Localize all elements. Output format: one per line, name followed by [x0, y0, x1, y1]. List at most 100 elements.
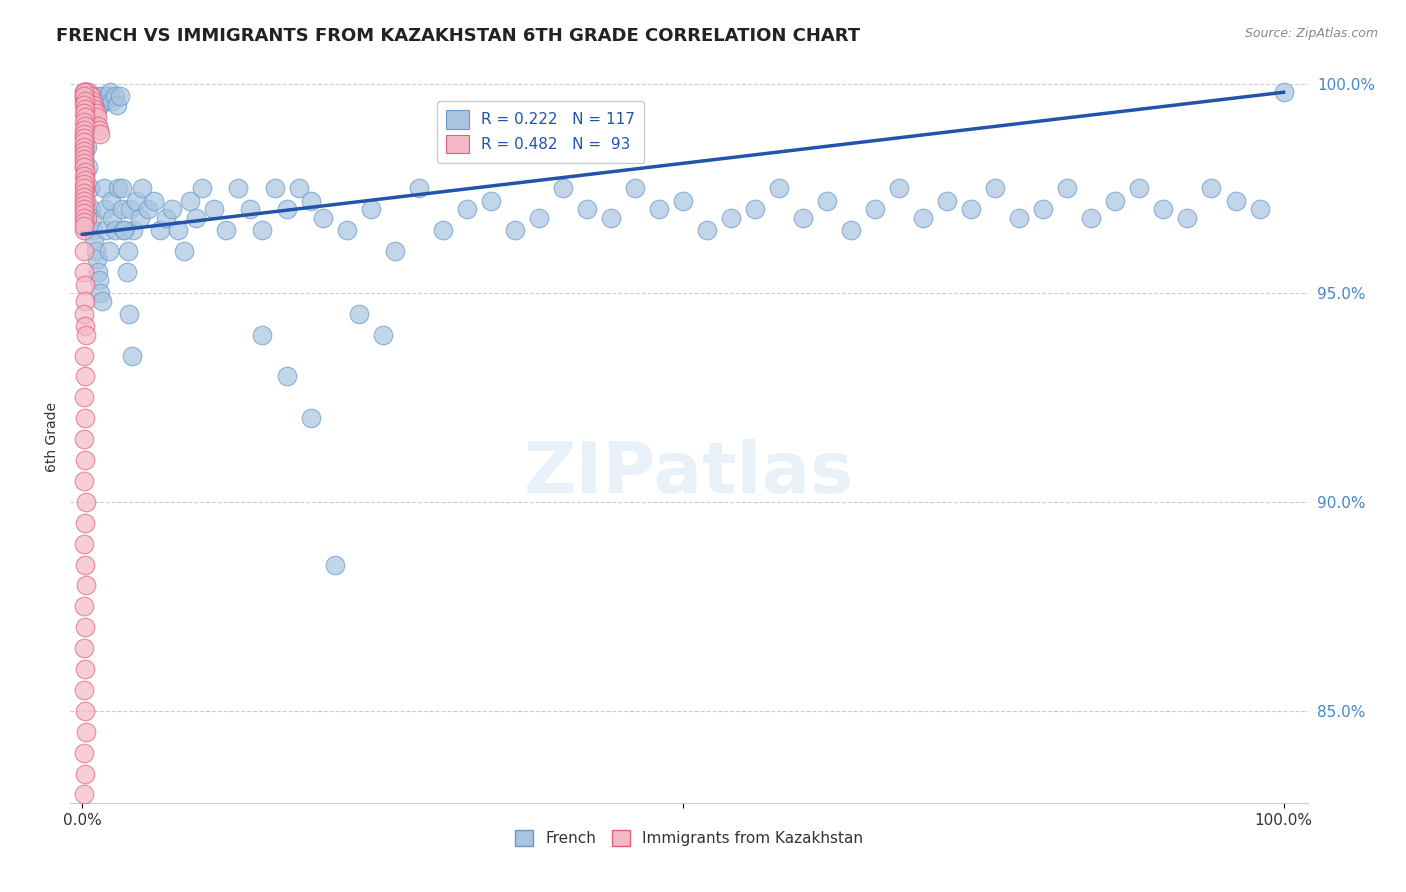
- Text: Source: ZipAtlas.com: Source: ZipAtlas.com: [1244, 27, 1378, 40]
- Point: [72, 349, 94, 363]
- Point: [73, 102, 96, 116]
- Point: [336, 223, 359, 237]
- Point: [75, 97, 97, 112]
- Point: [83, 231, 105, 245]
- Point: [936, 194, 959, 208]
- Point: [138, 202, 160, 217]
- Point: [72, 788, 94, 802]
- Point: [73, 411, 96, 425]
- Point: [72, 161, 94, 175]
- Point: [80, 106, 103, 120]
- Point: [839, 223, 862, 237]
- Point: [72, 139, 94, 153]
- Point: [815, 194, 838, 208]
- Point: [73, 369, 96, 384]
- Point: [72, 265, 94, 279]
- Point: [1225, 194, 1247, 208]
- Point: [82, 223, 104, 237]
- Point: [129, 211, 152, 225]
- Point: [72, 89, 94, 103]
- Point: [744, 202, 766, 217]
- Point: [311, 211, 333, 225]
- Point: [72, 474, 94, 488]
- Point: [76, 102, 98, 116]
- Point: [215, 223, 238, 237]
- Point: [77, 161, 100, 175]
- Point: [108, 89, 131, 103]
- Point: [72, 123, 94, 137]
- Point: [252, 223, 274, 237]
- Point: [204, 202, 226, 217]
- Point: [80, 94, 103, 108]
- Point: [73, 97, 96, 112]
- Point: [72, 599, 94, 614]
- Point: [107, 181, 129, 195]
- Point: [73, 620, 96, 634]
- Point: [101, 211, 124, 225]
- Point: [167, 223, 190, 237]
- Point: [73, 181, 96, 195]
- Point: [299, 194, 322, 208]
- Point: [73, 173, 96, 187]
- Point: [90, 294, 112, 309]
- Point: [648, 202, 671, 217]
- Point: [72, 89, 94, 103]
- Point: [73, 516, 96, 530]
- Point: [1104, 194, 1126, 208]
- Point: [672, 194, 695, 208]
- Point: [72, 219, 94, 233]
- Point: [97, 244, 120, 258]
- Point: [121, 349, 143, 363]
- Point: [115, 265, 138, 279]
- Point: [276, 369, 298, 384]
- Point: [80, 202, 103, 217]
- Point: [75, 194, 97, 208]
- Point: [72, 211, 94, 225]
- Point: [72, 85, 94, 99]
- Point: [72, 136, 94, 150]
- Point: [72, 390, 94, 404]
- Point: [72, 198, 94, 212]
- Point: [889, 181, 911, 195]
- Point: [347, 307, 370, 321]
- Point: [87, 265, 110, 279]
- Point: [72, 181, 94, 195]
- Point: [72, 206, 94, 220]
- Point: [72, 97, 94, 112]
- Point: [120, 202, 142, 217]
- Point: [94, 94, 117, 108]
- Point: [1056, 181, 1078, 195]
- Point: [80, 94, 103, 108]
- Point: [186, 211, 208, 225]
- Point: [287, 181, 309, 195]
- Point: [239, 202, 262, 217]
- Point: [173, 244, 195, 258]
- Point: [73, 85, 96, 99]
- Point: [89, 127, 111, 141]
- Point: [72, 152, 94, 166]
- Point: [1128, 181, 1150, 195]
- Point: [118, 307, 141, 321]
- Point: [76, 211, 98, 225]
- Point: [89, 273, 111, 287]
- Point: [72, 178, 94, 192]
- Point: [384, 244, 406, 258]
- Point: [1032, 202, 1054, 217]
- Point: [73, 294, 96, 309]
- Point: [121, 223, 143, 237]
- Point: [72, 223, 94, 237]
- Point: [72, 244, 94, 258]
- Point: [80, 211, 103, 225]
- Point: [91, 89, 114, 103]
- Point: [360, 202, 382, 217]
- Point: [87, 89, 110, 103]
- Point: [73, 111, 96, 125]
- Point: [1152, 202, 1174, 217]
- Point: [87, 119, 110, 133]
- Point: [72, 139, 94, 153]
- Point: [72, 144, 94, 158]
- Point: [105, 97, 128, 112]
- Point: [125, 194, 148, 208]
- Point: [100, 194, 122, 208]
- Point: [79, 97, 101, 112]
